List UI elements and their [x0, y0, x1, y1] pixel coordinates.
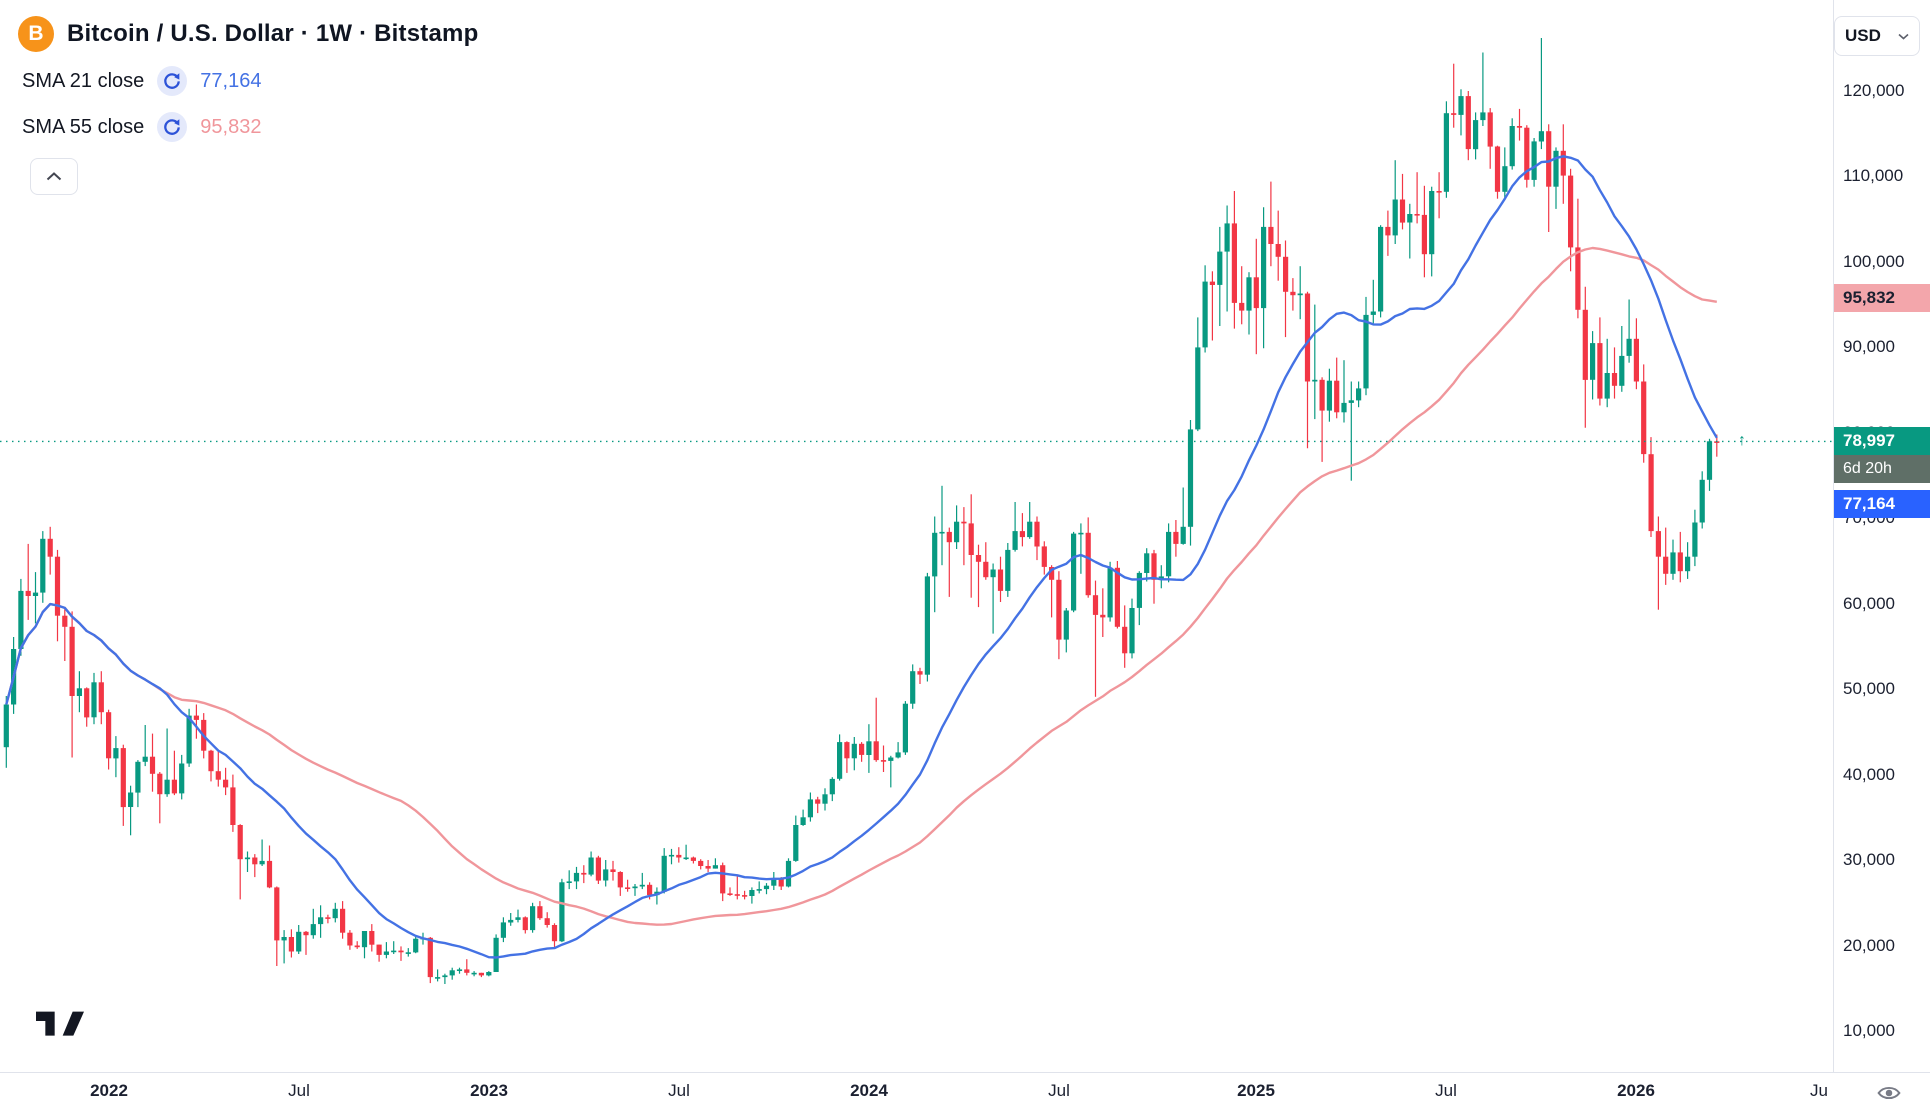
price-tick-label: 100,000 — [1843, 252, 1905, 271]
sma55-price-badge: 95,832 — [1834, 284, 1930, 312]
price-tick-label: 120,000 — [1843, 81, 1905, 100]
time-axis-label: Ju — [1810, 1081, 1828, 1100]
time-axis-label: Jul — [1435, 1081, 1457, 1100]
indicator-legend-sma21[interactable]: SMA 21 close 77,164 — [22, 66, 261, 96]
sma55-label[interactable]: SMA 55 close — [22, 115, 145, 138]
refresh-icon[interactable] — [157, 112, 188, 142]
time-axis-label: Jul — [668, 1081, 690, 1100]
time-axis-label: 2026 — [1617, 1081, 1655, 1100]
time-axis-label: 2022 — [90, 1081, 128, 1100]
time-axis-label: 2025 — [1237, 1081, 1275, 1100]
currency-label: USD — [1845, 26, 1881, 45]
price-axis[interactable]: 10,00020,00030,00040,00050,00060,00070,0… — [1834, 0, 1930, 1072]
sma21-value: 77,164 — [200, 69, 262, 92]
price-tick-label: 90,000 — [1843, 337, 1895, 356]
price-tick-label: 10,000 — [1843, 1021, 1895, 1040]
refresh-icon[interactable] — [157, 66, 188, 96]
eye-icon[interactable] — [1877, 1083, 1901, 1103]
time-axis-label: 2024 — [850, 1081, 888, 1100]
candlestick-series[interactable] — [3, 38, 1720, 984]
time-axis[interactable]: 2022 Jul 2023 Jul 2024 Jul 2025 Jul 2026 Ju — [0, 1073, 1833, 1109]
sma21-price-badge: 77,164 — [1834, 490, 1930, 518]
price-axis-separator — [1833, 0, 1834, 1072]
price-tick-label: 30,000 — [1843, 850, 1895, 869]
time-axis-separator — [0, 1072, 1930, 1073]
bar-countdown-badge: 6d 20h — [1834, 455, 1930, 483]
price-tick-label: 20,000 — [1843, 936, 1895, 955]
last-price-direction-arrow: ↑ — [1738, 432, 1746, 449]
price-tick-label: 110,000 — [1843, 166, 1904, 185]
sma55-value: 95,832 — [200, 115, 262, 138]
time-axis-label: 2023 — [470, 1081, 508, 1100]
indicator-legend-sma55[interactable]: SMA 55 close 95,832 — [22, 112, 261, 142]
chevron-up-icon — [46, 172, 62, 181]
tradingview-logo[interactable] — [36, 1006, 84, 1044]
chevron-down-icon — [1898, 33, 1909, 40]
price-tick-label: 60,000 — [1843, 594, 1895, 613]
bitcoin-icon: B — [18, 16, 54, 52]
symbol-title[interactable]: Bitcoin / U.S. Dollar · 1W · Bitstamp — [67, 20, 479, 47]
sma-21-line[interactable] — [5, 155, 1718, 959]
collapse-panel-button[interactable] — [30, 158, 78, 195]
time-axis-label: Jul — [288, 1081, 310, 1100]
last-price-badge: 78,997 — [1834, 427, 1930, 455]
sma-55-line[interactable] — [5, 246, 1717, 926]
time-axis-label: Jul — [1048, 1081, 1070, 1100]
sma21-label[interactable]: SMA 21 close — [22, 69, 145, 92]
symbol-header[interactable]: B Bitcoin / U.S. Dollar · 1W · Bitstamp — [18, 16, 478, 52]
price-tick-label: 50,000 — [1843, 679, 1895, 698]
currency-selector[interactable]: USD — [1834, 16, 1920, 56]
price-tick-label: 40,000 — [1843, 765, 1895, 784]
